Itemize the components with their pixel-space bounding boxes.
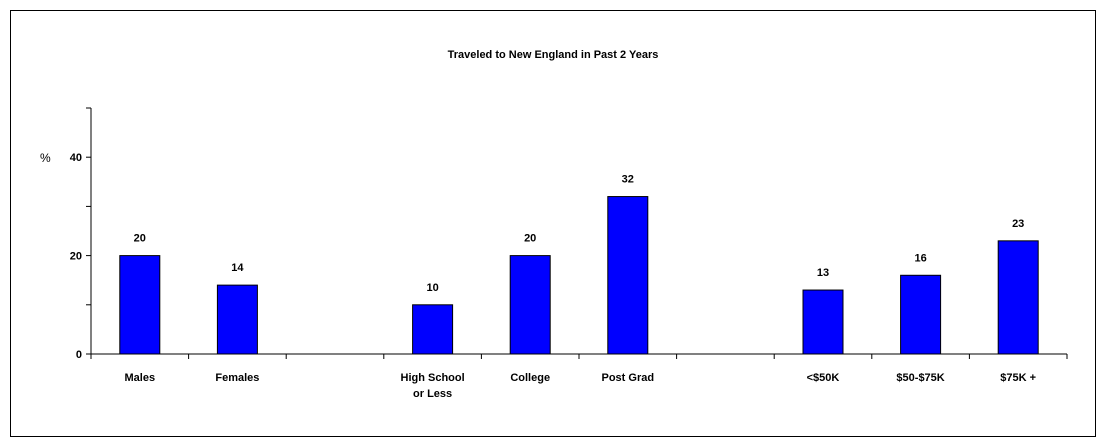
y-tick-label: 20 <box>70 251 82 263</box>
category-label: Males <box>125 372 156 384</box>
data-label: 20 <box>134 233 146 245</box>
y-axis-label: % <box>40 151 51 165</box>
y-tick-label: 40 <box>70 152 82 164</box>
category-label: <$50K <box>807 372 840 384</box>
data-label: 23 <box>1012 218 1024 230</box>
y-tick-label: 0 <box>76 349 82 361</box>
data-label: 14 <box>231 262 244 274</box>
data-label: 16 <box>914 252 926 264</box>
category-label: or Less <box>413 388 452 400</box>
data-label: 10 <box>426 282 438 294</box>
chart-title: Traveled to New England in Past 2 Years <box>448 49 659 61</box>
chart-frame <box>10 10 1096 437</box>
category-label: $75K + <box>1000 372 1036 384</box>
bar <box>607 196 649 355</box>
category-label: High School <box>401 372 465 384</box>
category-label: College <box>510 372 550 384</box>
data-label: 32 <box>622 174 634 186</box>
bar <box>509 255 551 355</box>
bar <box>997 240 1039 355</box>
bar <box>119 255 161 355</box>
data-label: 13 <box>817 267 829 279</box>
category-label: Post Grad <box>602 372 655 384</box>
category-label: $50-$75K <box>896 372 944 384</box>
bar <box>900 274 942 355</box>
bars: 20 14 10 20 32 13 16 23 <box>119 174 1039 355</box>
bar <box>216 284 258 355</box>
bar <box>802 289 844 355</box>
data-label: 20 <box>524 233 536 245</box>
category-label: Females <box>215 372 259 384</box>
bar <box>412 304 454 355</box>
